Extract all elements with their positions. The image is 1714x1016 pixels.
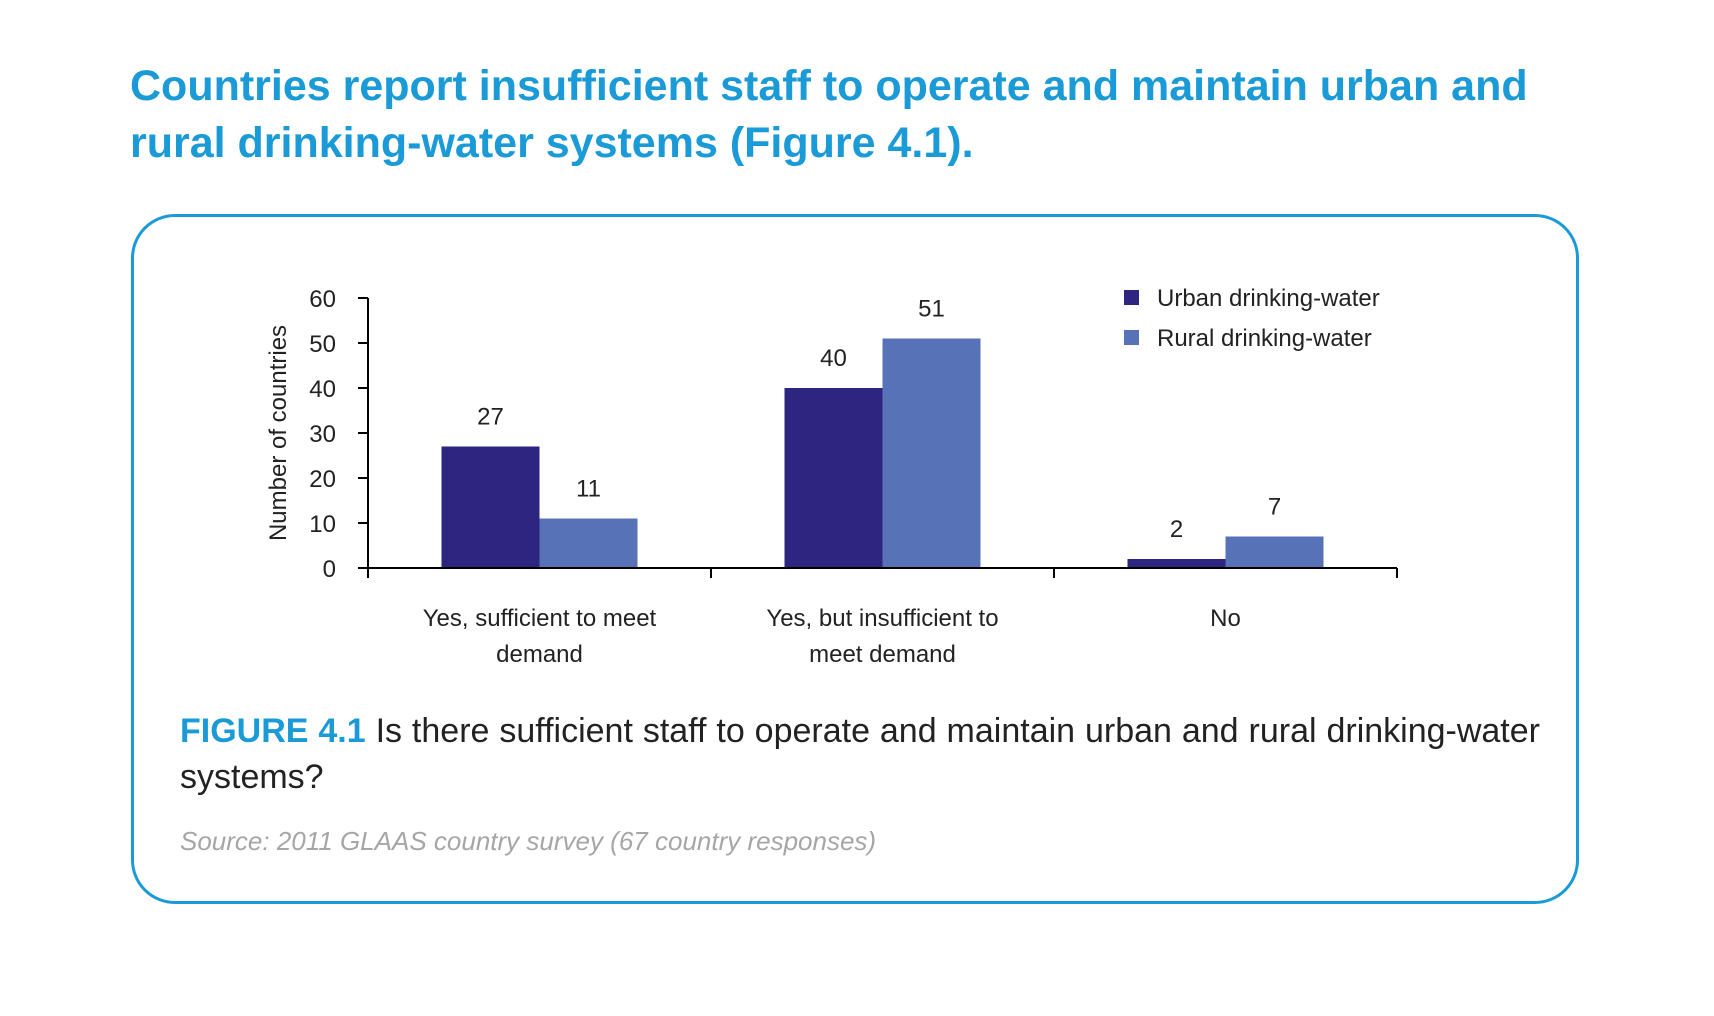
data-label: 51 [918, 296, 945, 323]
data-label: 40 [820, 345, 847, 372]
data-label: 7 [1268, 494, 1281, 521]
bar-urban-0 [441, 446, 540, 568]
figure-caption-text: Is there sufficient staff to operate and… [180, 712, 1540, 796]
y-tick-label: 20 [309, 466, 336, 493]
y-tick-label: 30 [309, 421, 336, 448]
headline: Countries report insufficient staff to o… [130, 62, 1528, 167]
bar-rural-2 [1225, 536, 1324, 568]
data-label: 2 [1170, 516, 1183, 543]
category-label: No [1210, 605, 1241, 632]
y-tick-label: 60 [309, 286, 336, 313]
y-axis-ticks: 0 10 20 30 40 50 60 [309, 286, 369, 583]
y-axis-title-group: Number of countries [265, 325, 292, 541]
data-label: 27 [477, 404, 504, 431]
legend-swatch-rural [1124, 330, 1139, 345]
legend: Urban drinking-water Rural drinking-water [1124, 285, 1380, 352]
y-tick-label: 40 [309, 376, 336, 403]
y-axis-title: Number of countries [265, 325, 292, 541]
legend-label: Rural drinking-water [1157, 325, 1372, 352]
category-label: demand [496, 641, 583, 668]
y-tick-label: 10 [309, 511, 336, 538]
x-axis-labels: Yes, sufficient to meet demand Yes, but in… [423, 605, 1241, 668]
y-tick-label: 0 [323, 556, 336, 583]
x-axis [367, 567, 1398, 578]
category-label: Yes, but insufficient to [766, 605, 998, 632]
bar-rural-1 [882, 338, 981, 568]
data-label: 11 [576, 476, 601, 503]
source-note: Source: 2011 GLAAS country survey (67 co… [180, 826, 877, 856]
figure-box [131, 214, 1579, 904]
y-tick-label: 50 [309, 331, 336, 358]
category-label: meet demand [809, 641, 956, 668]
bar-urban-2 [1127, 559, 1226, 568]
bar-urban-1 [784, 388, 883, 568]
figure-caption: FIGURE 4.1 Is there sufficient staff to … [180, 708, 1540, 800]
category-label: Yes, sufficient to meet [423, 605, 657, 632]
legend-swatch-urban [1124, 290, 1139, 305]
bar-rural-0 [539, 518, 638, 568]
legend-label: Urban drinking-water [1157, 285, 1380, 312]
figure-caption-label: FIGURE 4.1 [180, 712, 366, 750]
